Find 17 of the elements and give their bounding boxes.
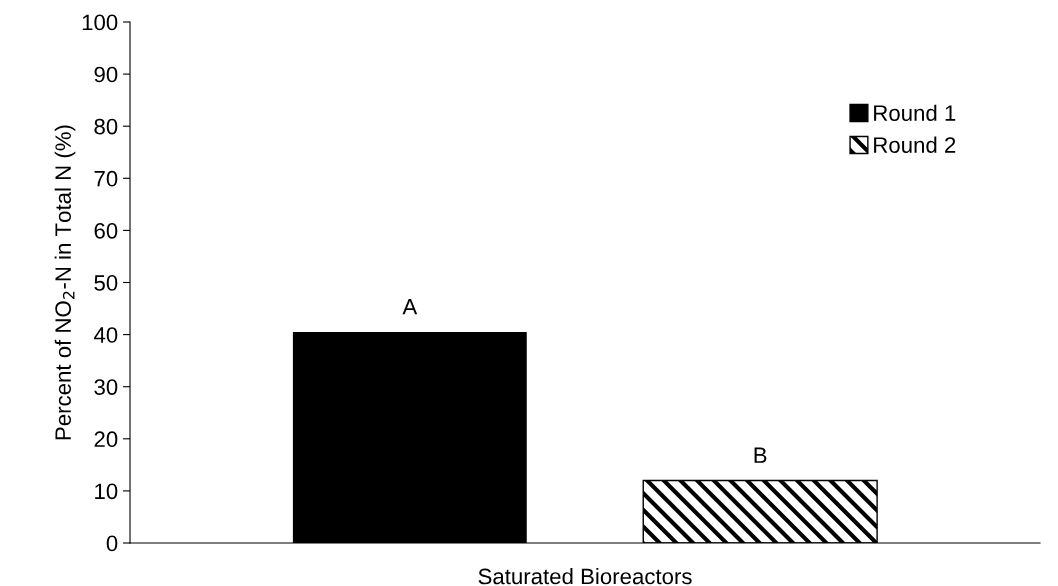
y-tick-label: 70	[94, 170, 118, 187]
annotation: B	[754, 447, 767, 463]
y-tick-label: 90	[94, 66, 118, 83]
legend-label: Round 2	[874, 136, 956, 153]
y-tick-label: 30	[94, 379, 118, 395]
y-tick-label: 50	[94, 275, 118, 291]
legend-label: Round 1	[874, 104, 956, 121]
y-tick-label: 0	[106, 535, 118, 552]
y-tick-label: 80	[94, 118, 118, 135]
y-tick-label: 20	[94, 431, 118, 448]
y-tick-label: 100	[82, 14, 118, 31]
annotation: A	[402, 299, 418, 315]
y-tick-label: 60	[94, 222, 118, 239]
y-tick-label: 40	[93, 327, 118, 343]
y-tick-label: 10	[95, 483, 118, 500]
x-tick-label: Saturated Bioreactors	[478, 568, 692, 585]
y-axis-title: Percent of NO$_{2}$-N in Total N (%)	[54, 125, 76, 440]
